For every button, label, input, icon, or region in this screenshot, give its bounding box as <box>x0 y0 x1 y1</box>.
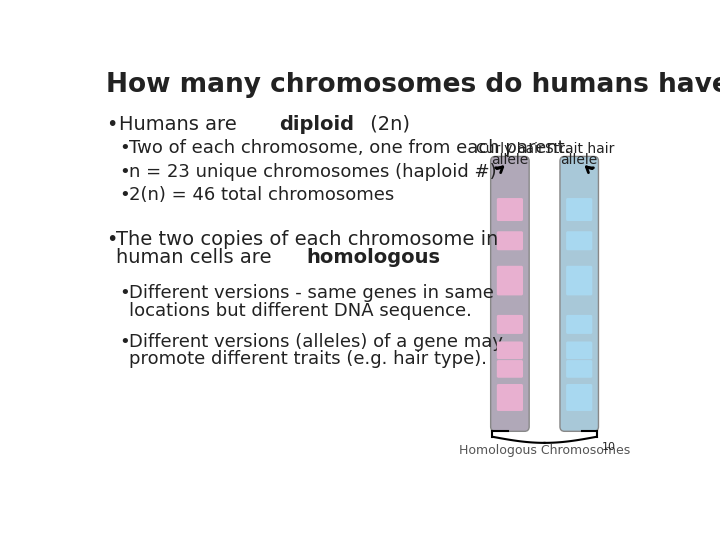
Text: allele: allele <box>491 153 528 167</box>
FancyBboxPatch shape <box>566 198 593 221</box>
Text: How many chromosomes do humans have?: How many chromosomes do humans have? <box>106 72 720 98</box>
FancyBboxPatch shape <box>497 266 523 295</box>
Text: promote different traits (e.g. hair type).: promote different traits (e.g. hair type… <box>129 350 487 368</box>
FancyBboxPatch shape <box>566 315 593 334</box>
FancyBboxPatch shape <box>560 157 598 431</box>
FancyBboxPatch shape <box>566 341 593 359</box>
Text: •: • <box>119 333 130 351</box>
Text: Two of each chromosome, one from each parent.: Two of each chromosome, one from each pa… <box>129 139 570 158</box>
Text: Different versions - same genes in same: Different versions - same genes in same <box>129 284 494 302</box>
FancyBboxPatch shape <box>497 384 523 411</box>
Text: 2(n) = 46 total chromosomes: 2(n) = 46 total chromosomes <box>129 186 394 204</box>
Text: diploid: diploid <box>279 115 354 134</box>
Text: allele: allele <box>561 153 598 167</box>
Text: n = 23 unique chromosomes (haploid #): n = 23 unique chromosomes (haploid #) <box>129 163 496 180</box>
Text: •: • <box>106 231 117 249</box>
FancyBboxPatch shape <box>497 198 523 221</box>
Text: human cells are: human cells are <box>117 248 278 267</box>
FancyBboxPatch shape <box>566 384 593 411</box>
Text: Humans are: Humans are <box>119 115 243 134</box>
Text: Different versions (alleles) of a gene may: Different versions (alleles) of a gene m… <box>129 333 503 351</box>
Text: (2n): (2n) <box>364 115 410 134</box>
Text: The two copies of each chromosome in: The two copies of each chromosome in <box>117 231 499 249</box>
Text: Curly hair: Curly hair <box>476 142 544 156</box>
Text: •: • <box>119 139 130 158</box>
FancyBboxPatch shape <box>497 360 523 378</box>
Text: Homologous Chromosomes: Homologous Chromosomes <box>459 444 630 457</box>
FancyBboxPatch shape <box>497 231 523 250</box>
FancyBboxPatch shape <box>490 157 529 431</box>
Text: •: • <box>106 115 117 134</box>
Text: •: • <box>119 163 130 180</box>
Text: 10: 10 <box>603 442 616 452</box>
FancyBboxPatch shape <box>566 360 593 378</box>
Text: locations but different DNA sequence.: locations but different DNA sequence. <box>129 302 472 320</box>
FancyBboxPatch shape <box>566 266 593 295</box>
FancyBboxPatch shape <box>566 231 593 250</box>
Text: homologous: homologous <box>306 248 440 267</box>
Text: •: • <box>119 284 130 302</box>
FancyBboxPatch shape <box>497 315 523 334</box>
Text: •: • <box>119 186 130 204</box>
FancyBboxPatch shape <box>497 341 523 359</box>
Text: Strait hair: Strait hair <box>544 142 614 156</box>
